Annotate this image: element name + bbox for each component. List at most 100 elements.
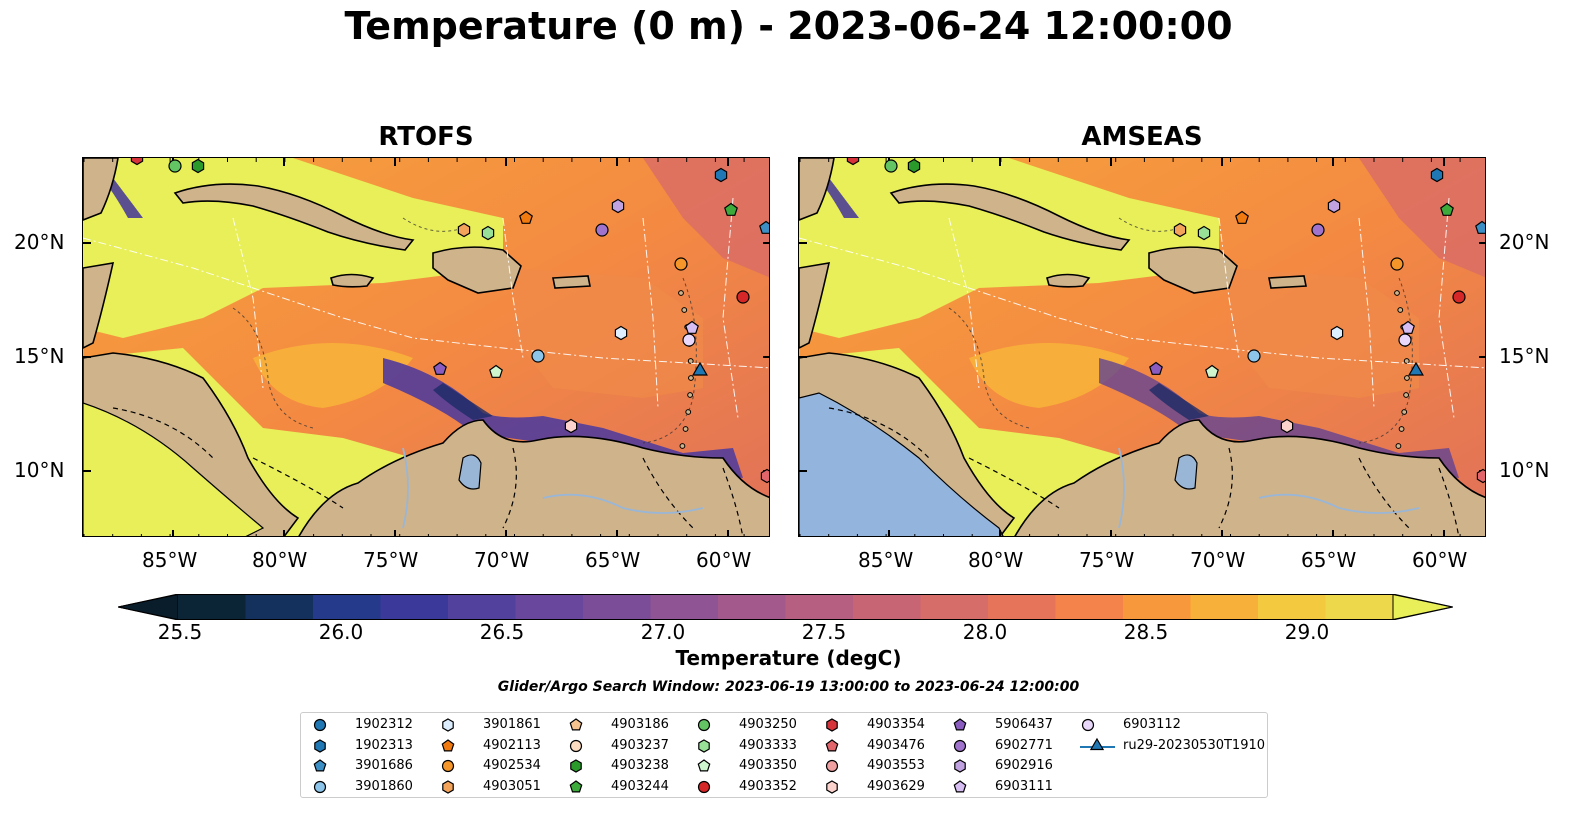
jamaica-landmass [330, 273, 375, 288]
legend-symbol [1081, 718, 1095, 732]
legend-symbol [441, 759, 455, 773]
cuba-landmass [173, 183, 415, 251]
lesser-antilles-island [687, 392, 693, 398]
colorbar-swatch [448, 594, 517, 620]
yucatan-cold-patch [108, 178, 143, 218]
legend-label: 4903333 [739, 737, 797, 753]
jamaica-landmass [1046, 273, 1091, 288]
colorbar-tick: 29.0 [1284, 620, 1330, 644]
lat-label-right-20n: 20°N [1499, 230, 1550, 254]
lat-label-left-10n: 10°N [14, 458, 65, 482]
legend-label: 6902916 [995, 758, 1053, 773]
legend-marker-icon [1081, 718, 1095, 732]
legend-marker-icon [441, 759, 455, 773]
legend-symbol [953, 739, 967, 752]
map-amseas[interactable] [798, 157, 1486, 537]
float-marker [1476, 468, 1485, 484]
lat-label-left-15n: 15°N [14, 344, 65, 368]
colorbar-extend-low [117, 593, 179, 621]
yucatan-landmass [799, 158, 835, 349]
river-magdalena [402, 447, 409, 529]
colorbar-swatch [1123, 594, 1192, 620]
legend-item: 4903250 [695, 716, 815, 734]
political-borders [828, 407, 1460, 536]
legend-marker-icon [314, 738, 326, 753]
legend-symbol [569, 739, 583, 752]
float-marker [1327, 198, 1341, 214]
pacific-warm-field [83, 402, 265, 536]
colorbar-swatch [313, 594, 382, 620]
lon-label-rtofs-85w: 85°W [142, 548, 198, 572]
float-marker [682, 333, 696, 347]
legend-marker-icon [570, 759, 582, 773]
float-marker [846, 158, 860, 166]
legend-marker-icon [441, 738, 455, 751]
legend-marker-icon [569, 779, 583, 792]
legend-label: 3901686 [355, 758, 413, 773]
legend-symbol [697, 718, 711, 732]
colorbar-swatch [785, 594, 854, 620]
legend-label: 4902113 [483, 737, 541, 753]
float-marker [907, 158, 921, 174]
legend-symbol [697, 759, 711, 772]
legend-symbol [570, 759, 582, 773]
float-marker [1247, 349, 1261, 363]
float-marker [1205, 364, 1219, 378]
legend-marker-icon [953, 779, 967, 792]
lesser-antilles-island [687, 358, 694, 364]
lon-label-rtofs-75w: 75°W [363, 548, 419, 572]
colorbar-swatch [1055, 594, 1124, 620]
legend-label: 4903244 [611, 778, 669, 794]
float-marker [481, 225, 495, 241]
map-rtofs[interactable] [82, 157, 770, 537]
colorbar-extend-high [1392, 593, 1454, 621]
warm-eddy [253, 343, 413, 408]
legend-item: ru29-20230530T1910 [1079, 737, 1265, 755]
legend-item: 1902313 [311, 737, 431, 755]
float-marker [433, 361, 447, 375]
lesser-antilles-island [679, 443, 686, 449]
glider-marker [692, 361, 708, 376]
float-marker [1330, 325, 1344, 341]
legend-symbol [313, 718, 327, 732]
lesser-antilles-island [1395, 443, 1402, 449]
float-marker [1475, 220, 1485, 234]
lesser-antilles-island [682, 426, 689, 432]
lesser-antilles-island [1401, 409, 1408, 415]
colorbar-swatch [515, 594, 584, 620]
float-marker [168, 159, 182, 173]
upwelling-core [1149, 383, 1209, 420]
colorbar-swatch [718, 594, 787, 620]
colorbar-outline [117, 594, 1453, 620]
legend-symbol [953, 779, 967, 792]
legend-item: 6903112 [1079, 716, 1264, 734]
colorbar-swatch [245, 594, 314, 620]
lon-label-rtofs-60w: 60°W [696, 548, 752, 572]
legend-marker-icon [697, 718, 711, 732]
float-marker [191, 158, 205, 174]
float-marker [1390, 257, 1404, 271]
lesser-antilles-island [685, 409, 692, 415]
colorbar [117, 593, 1454, 621]
float-marker [564, 418, 578, 434]
legend-symbol [442, 718, 454, 732]
upwelling-cold-band [383, 358, 743, 478]
lat-label-right-10n: 10°N [1499, 458, 1550, 482]
lesser-antilles-island [1394, 290, 1400, 296]
legend-item: 4903350 [695, 757, 815, 775]
legend-item: 4903333 [695, 737, 815, 755]
legend-symbol [569, 718, 583, 731]
legend-item: 4903629 [823, 778, 943, 796]
legend-item: 3901686 [311, 757, 431, 775]
legend-marker-icon [698, 738, 710, 753]
colorbar-tick: 27.5 [801, 620, 847, 644]
legend-marker-icon [313, 780, 327, 793]
cuba-landmass [889, 183, 1131, 251]
lat-label-left-20n: 20°N [14, 230, 65, 254]
legend-label: 4903238 [611, 758, 669, 773]
legend-label: 1902313 [355, 737, 413, 753]
float-marker [1280, 418, 1294, 434]
legend-marker-icon [953, 739, 967, 752]
float-marker [1173, 222, 1187, 238]
float-marker [674, 257, 688, 271]
